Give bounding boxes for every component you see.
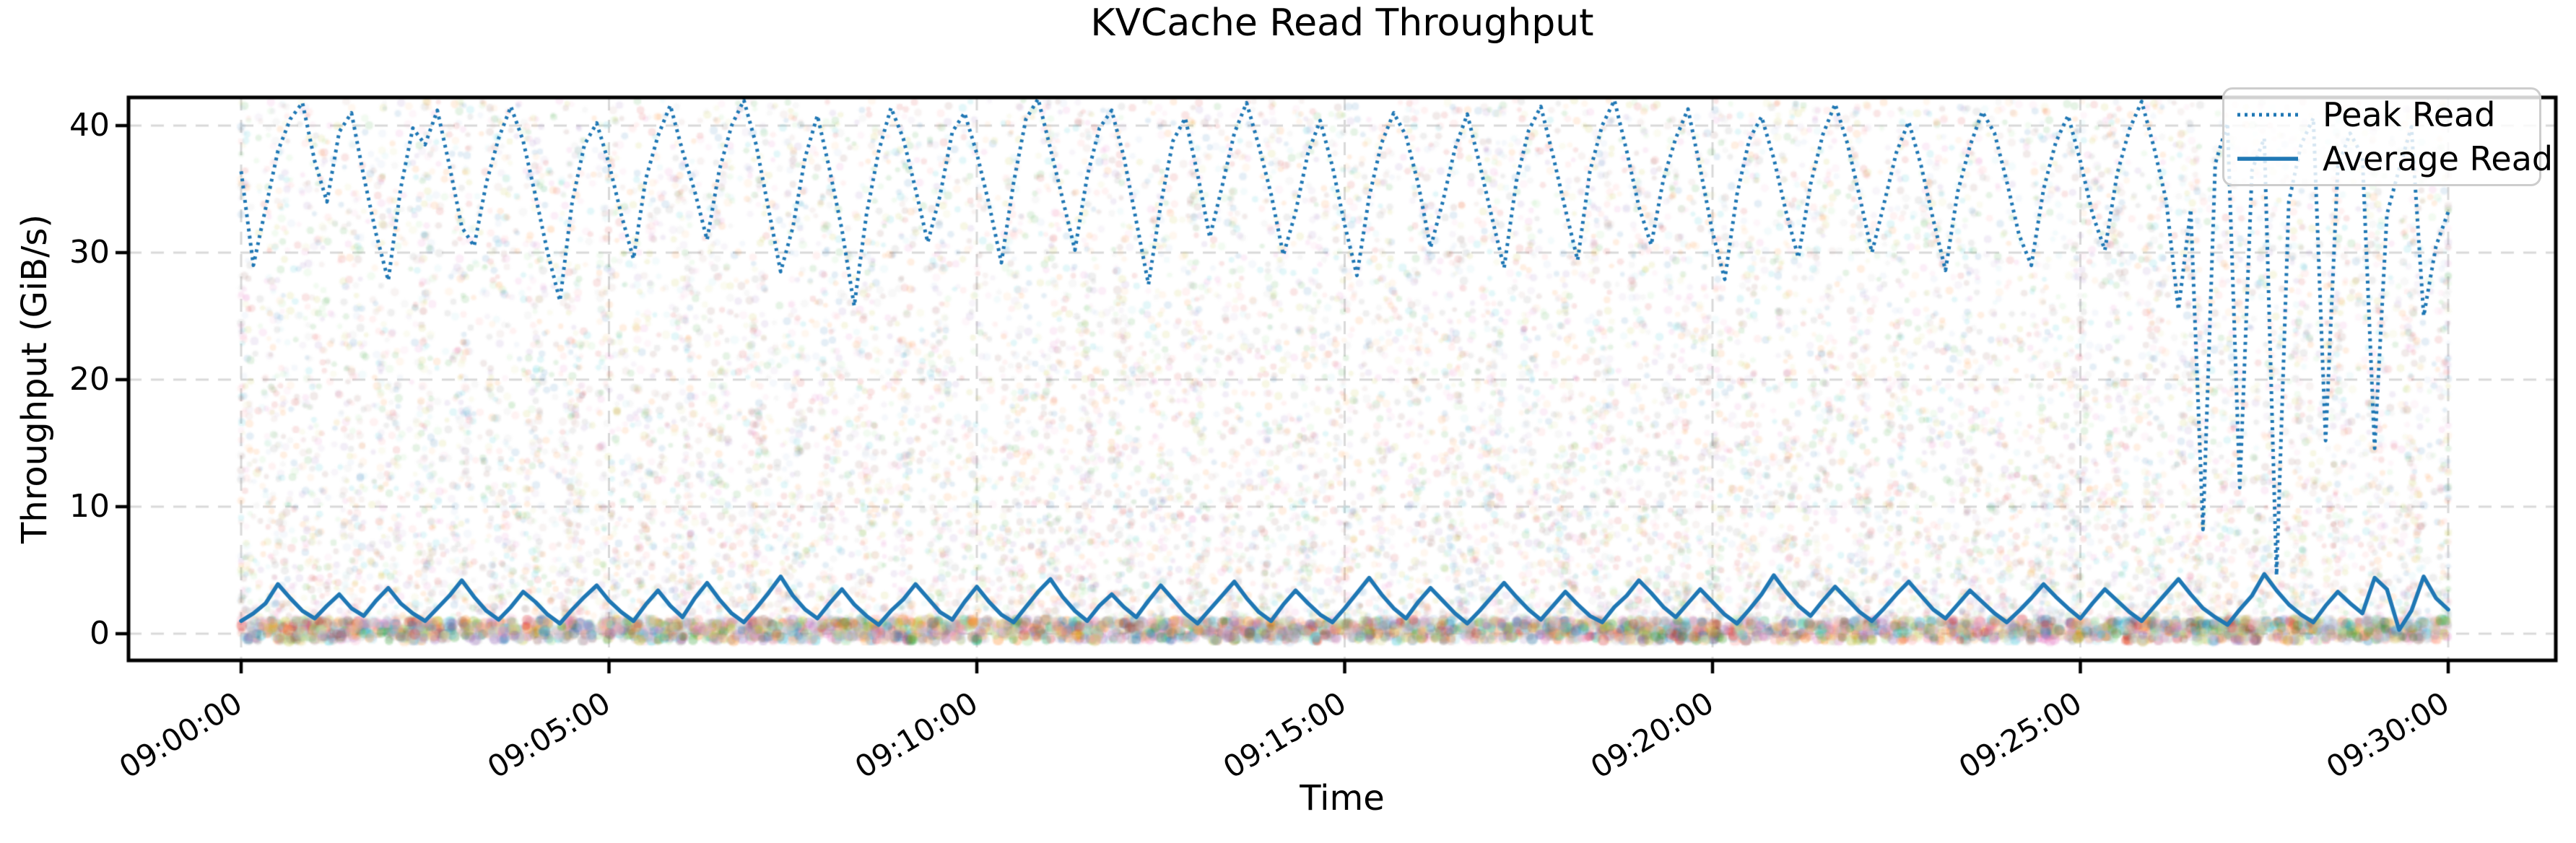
legend: Peak Read Average Read [2222, 87, 2553, 186]
legend-item-average-read: Average Read [2224, 141, 2553, 177]
legend-label-average-read: Average Read [2323, 139, 2554, 178]
y-tick-label: 0 [90, 615, 110, 652]
x-axis-label: Time [1300, 778, 1385, 818]
solid-line-swatch [2237, 156, 2298, 161]
dotted-line-swatch [2237, 113, 2298, 117]
legend-label-peak-read: Peak Read [2323, 95, 2496, 135]
legend-item-peak-read: Peak Read [2224, 97, 2539, 133]
y-tick-label: 20 [69, 361, 110, 398]
y-tick-label: 10 [69, 488, 110, 525]
y-tick-label: 30 [69, 234, 110, 271]
chart-title: KVCache Read Throughput [1090, 1, 1594, 45]
y-tick-label: 40 [69, 107, 110, 144]
